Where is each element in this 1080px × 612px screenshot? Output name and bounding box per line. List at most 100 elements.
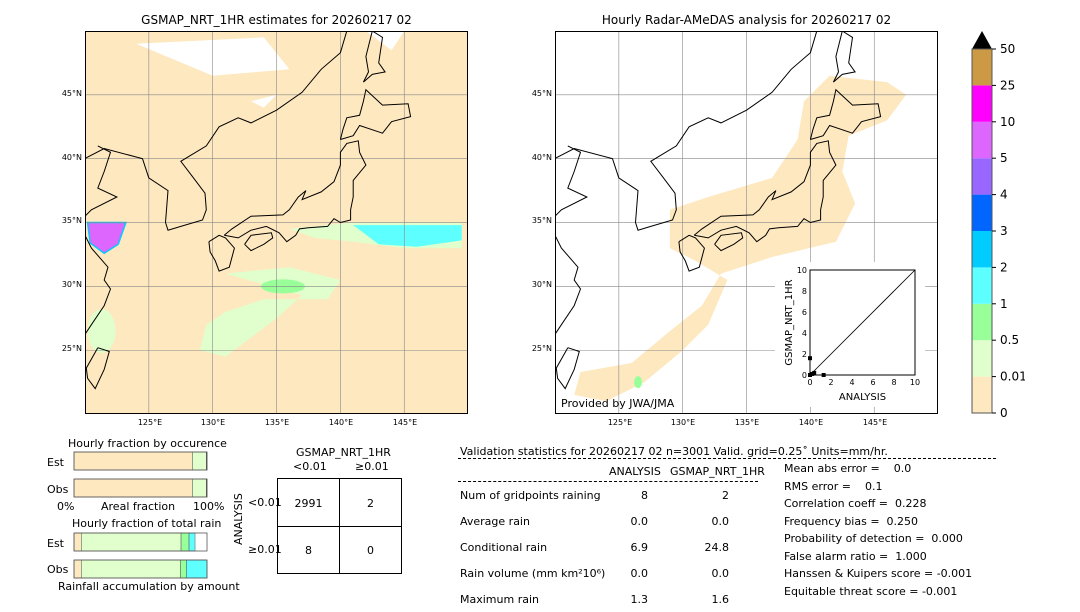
col-header-0: <0.01 [293, 460, 327, 473]
stat-analysis: 8 [641, 489, 648, 502]
coastline-shikoku [714, 232, 744, 252]
row-header-1: ≥0.01 [248, 543, 282, 556]
contingency-title: GSMAP_NRT_1HR [296, 446, 391, 459]
coastline-shikoku [244, 232, 274, 252]
lon-tick: 145°E [392, 418, 418, 427]
fraction-bars [73, 451, 208, 579]
stat-label: Rain volume (mm km²10⁶) [460, 567, 606, 580]
map-frame [555, 31, 938, 414]
stat-label: Maximum rain [460, 593, 539, 606]
colorbar-label: 5 [1000, 151, 1008, 165]
xlabel-2: Rainfall accumulation by amount [58, 580, 240, 593]
stat-label: Num of gridpoints raining [460, 489, 601, 502]
fraction-segment [192, 451, 207, 471]
coastline-kyushu [208, 234, 235, 272]
stat-gsmap: 0.0 [711, 515, 730, 528]
no-data-area [365, 31, 405, 51]
coastline-honshu [693, 140, 837, 243]
colorbar-segment [972, 158, 992, 195]
fraction-segment [73, 478, 193, 498]
lon-tick: 145°E [862, 418, 888, 427]
colorbar-segment [972, 231, 992, 268]
fraction-segment [186, 559, 208, 579]
coastline-taiwan [85, 347, 110, 390]
colorbar-segment [972, 121, 992, 159]
coastline-kyushu [678, 234, 705, 272]
gsmap-map [85, 31, 468, 414]
fraction-segment [73, 559, 82, 579]
score: False alarm ratio = 1.000 [784, 549, 927, 563]
xlabel: Areal fraction [101, 500, 176, 513]
stat-gsmap: 0.0 [711, 567, 730, 580]
stats-col-analysis: ANALYSIS [609, 465, 661, 478]
radar-map: 00 2 2 4 4 6 6 8 8 10 10 ANALYSIS GSMAP_NRT_1HR [555, 31, 938, 414]
inset-xtick: 4 [849, 378, 854, 387]
inset-ytick: 2 [802, 350, 807, 359]
fraction-segment [73, 451, 193, 471]
colorbar-segment [972, 267, 992, 304]
one-to-one-line [809, 269, 916, 376]
stats-col-gsmap: GSMAP_NRT_1HR [670, 465, 765, 478]
colorbar-label: 2 [1000, 260, 1008, 274]
colorbar-label: 25 [1000, 78, 1015, 92]
lat-tick: 45°N [531, 89, 552, 98]
total-rain-title: Hourly fraction of total rain [72, 517, 222, 530]
occurrence-title: Hourly fraction by occurence [68, 437, 227, 450]
stat-gsmap: 1.6 [711, 593, 730, 606]
map-frame [85, 31, 468, 414]
inset-ytick: 10 [797, 266, 807, 275]
cell: 2 [367, 497, 374, 510]
colorbar-segment [972, 49, 992, 86]
colorbar-segment [972, 376, 992, 413]
stat-label: Conditional rain [460, 541, 548, 554]
right-map-title: Hourly Radar-AMeDAS analysis for 2026021… [601, 13, 892, 27]
lat-tick: 35°N [531, 216, 552, 225]
stat-analysis: 6.9 [630, 541, 649, 554]
stat-analysis: 1.3 [630, 593, 649, 606]
col-header-1: ≥0.01 [355, 460, 389, 473]
lat-tick: 25°N [61, 344, 82, 353]
colorbar-label: 0.5 [1000, 333, 1019, 347]
lat-tick: 45°N [61, 89, 82, 98]
coastline-sakhalin [832, 31, 856, 83]
xtick-0: 0% [57, 500, 75, 513]
score: Frequency bias = 0.250 [784, 514, 919, 528]
left-map-title: GSMAP_NRT_1HR estimates for 20260217 02 [141, 13, 412, 27]
lon-tick: 135°E [264, 418, 290, 427]
scatter-point [808, 373, 812, 377]
bar-frame [73, 559, 208, 579]
colorbar-segment [972, 340, 992, 377]
rain-area-light [634, 376, 643, 389]
obs-label-2: Obs [47, 563, 69, 576]
lon-tick: 130°E [200, 418, 226, 427]
colorbar-label: 0 [1000, 406, 1008, 420]
est-label-2: Est [47, 537, 64, 550]
score: Hanssen & Kuipers score = -0.001 [784, 567, 973, 580]
inset-xtick: 8 [891, 378, 896, 387]
colorbar-segment [972, 85, 992, 122]
inset-ytick: 6 [802, 308, 807, 317]
analysis-coverage [574, 75, 907, 402]
lon-tick: 130°E [670, 418, 696, 427]
lat-tick: 30°N [61, 280, 82, 289]
row-label: ANALYSIS [232, 493, 245, 545]
fraction-segment [188, 532, 196, 552]
colorbar-label: 50 [1000, 42, 1015, 56]
inset-xlabel: ANALYSIS [839, 392, 886, 403]
coastline-china [85, 145, 119, 336]
lat-tick: 35°N [61, 216, 82, 225]
est-label: Est [47, 456, 64, 469]
score: Probability of detection = 0.000 [784, 532, 963, 545]
coastline-korea [555, 31, 818, 231]
inset-xtick: 0 [807, 378, 812, 387]
coastline-taiwan [555, 347, 580, 390]
scatter-point [808, 356, 812, 361]
colorbar-label: 10 [1000, 115, 1015, 129]
inset-ytick: 0 [802, 371, 807, 380]
lat-tick: 40°N [531, 153, 552, 162]
fraction-segment [73, 532, 82, 552]
cell: 0 [367, 544, 374, 557]
rain-area-moderate [353, 225, 462, 247]
colorbar-label: 4 [1000, 188, 1008, 202]
score: Correlation coeff = 0.228 [784, 497, 927, 510]
